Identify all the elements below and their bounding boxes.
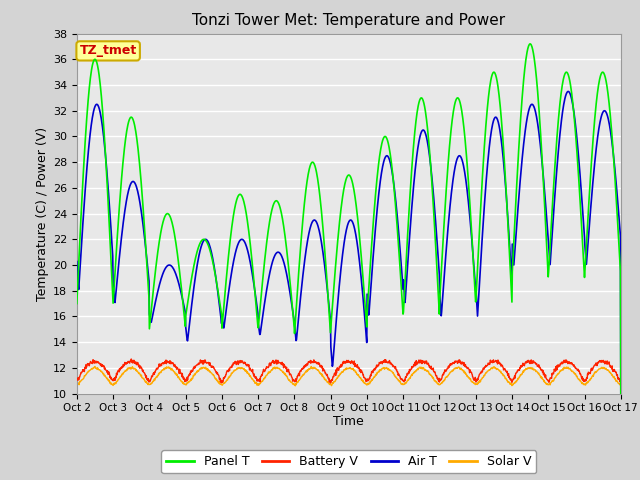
Text: TZ_tmet: TZ_tmet (79, 44, 137, 58)
Legend: Panel T, Battery V, Air T, Solar V: Panel T, Battery V, Air T, Solar V (161, 450, 536, 473)
X-axis label: Time: Time (333, 415, 364, 428)
Title: Tonzi Tower Met: Temperature and Power: Tonzi Tower Met: Temperature and Power (192, 13, 506, 28)
Y-axis label: Temperature (C) / Power (V): Temperature (C) / Power (V) (36, 127, 49, 300)
